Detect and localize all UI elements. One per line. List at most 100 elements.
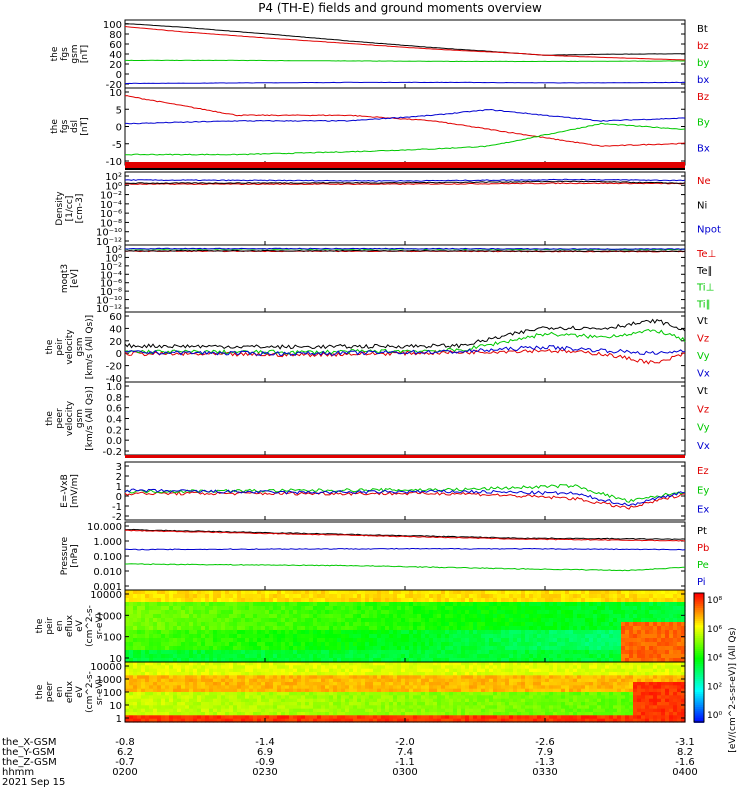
heatmap-cell [177, 718, 182, 723]
heatmap-cell [293, 626, 298, 631]
heatmap-cell [557, 672, 562, 676]
heatmap-cell [433, 662, 438, 666]
heatmap-cell [293, 618, 298, 623]
heatmap-cell [249, 715, 254, 720]
heatmap-cell [521, 634, 526, 639]
heatmap-cell [313, 642, 318, 647]
heatmap-cell [257, 650, 262, 655]
heatmap-cell [285, 682, 290, 686]
heatmap-cell [317, 702, 322, 706]
heatmap-cell [137, 675, 142, 680]
heatmap-cell [597, 626, 602, 631]
heatmap-cell [357, 675, 362, 680]
heatmap-cell [193, 610, 198, 615]
heatmap-cell [477, 702, 482, 706]
heatmap-cell [261, 614, 266, 619]
heatmap-cell [625, 642, 630, 647]
heatmap-cell [553, 708, 558, 713]
heatmap-cell [441, 618, 446, 623]
heatmap-cell [661, 642, 666, 647]
heatmap-cell [453, 610, 458, 615]
heatmap-cell [145, 712, 150, 716]
heatmap-cell [589, 712, 594, 716]
heatmap-cell [381, 698, 386, 703]
heatmap-cell [353, 715, 358, 720]
heatmap-cell [197, 610, 202, 615]
heatmap-cell [385, 708, 390, 713]
heatmap-cell [249, 682, 254, 686]
heatmap-cell [325, 692, 330, 696]
heatmap-cell [613, 638, 618, 643]
heatmap-cell [373, 610, 378, 615]
heatmap-cell [253, 718, 258, 723]
heatmap-cell [197, 685, 202, 690]
heatmap-cell [385, 614, 390, 619]
heatmap-cell [245, 712, 250, 716]
heatmap-cell [413, 602, 418, 607]
heatmap-cell [197, 708, 202, 713]
heatmap-cell [393, 718, 398, 723]
heatmap-cell [465, 634, 470, 639]
heatmap-cell [393, 638, 398, 643]
heatmap-cell [581, 590, 586, 595]
heatmap-cell [213, 712, 218, 716]
heatmap-cell [525, 598, 530, 603]
heatmap-cell [389, 590, 394, 595]
heatmap-cell [417, 646, 422, 651]
heatmap-cell [481, 718, 486, 723]
heatmap-cell [481, 590, 486, 595]
heatmap-cell [217, 598, 222, 603]
heatmap-cell [133, 712, 138, 716]
heatmap-cell [461, 668, 466, 673]
heatmap-cell [425, 590, 430, 595]
heatmap-cell [553, 665, 558, 670]
heatmap-cell [673, 658, 678, 663]
legend-entry: by [697, 58, 709, 69]
heatmap-cell [541, 602, 546, 607]
heatmap-cell [433, 602, 438, 607]
heatmap-cell [433, 598, 438, 603]
heatmap-cell [213, 668, 218, 673]
heatmap-cell [605, 646, 610, 651]
heatmap-cell [681, 590, 686, 595]
heatmap-cell [369, 662, 374, 666]
heatmap-cell [189, 590, 194, 595]
heatmap-cell [605, 590, 610, 595]
heatmap-cell [193, 678, 198, 683]
heatmap-cell [609, 642, 614, 647]
y-tick-label: 100 [103, 633, 122, 644]
heatmap-cell [473, 606, 478, 611]
heatmap-cell [569, 675, 574, 680]
heatmap-cell [361, 685, 366, 690]
heatmap-cell [385, 665, 390, 670]
heatmap-cell [237, 622, 242, 627]
heatmap-cell [209, 634, 214, 639]
heatmap-cell [493, 638, 498, 643]
heatmap-cell [401, 658, 406, 663]
heatmap-cell [165, 650, 170, 655]
heatmap-cell [389, 685, 394, 690]
heatmap-cell [565, 638, 570, 643]
heatmap-cell [185, 626, 190, 631]
heatmap-cell [261, 638, 266, 643]
heatmap-cell [421, 642, 426, 647]
heatmap-cell [669, 646, 674, 651]
heatmap-cell [681, 650, 686, 655]
heatmap-cell [317, 610, 322, 615]
heatmap-cell [445, 672, 450, 676]
heatmap-cell [329, 646, 334, 651]
heatmap-cell [269, 626, 274, 631]
heatmap-cell [385, 606, 390, 611]
heatmap-cell [329, 665, 334, 670]
heatmap-cell [497, 672, 502, 676]
heatmap-cell [585, 718, 590, 723]
heatmap-cell [261, 606, 266, 611]
heatmap-cell [529, 672, 534, 676]
heatmap-cell [201, 695, 206, 700]
heatmap-cell [505, 685, 510, 690]
heatmap-cell [173, 606, 178, 611]
heatmap-cell [569, 695, 574, 700]
heatmap-cell [497, 618, 502, 623]
heatmap-cell [505, 646, 510, 651]
heatmap-cell [449, 718, 454, 723]
